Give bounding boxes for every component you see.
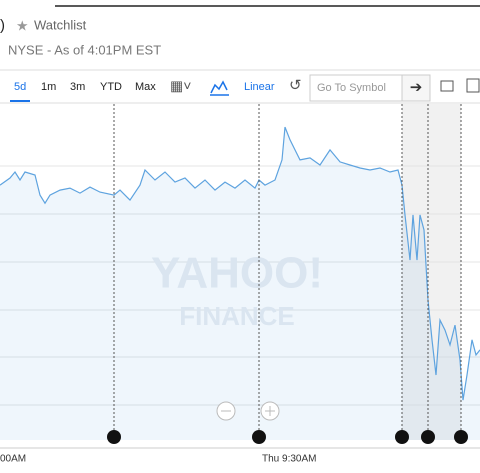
- range-button[interactable]: YTD: [100, 81, 122, 93]
- print-icon[interactable]: [440, 80, 454, 92]
- title-fragment: ): [0, 17, 5, 34]
- event-icon[interactable]: [395, 430, 409, 444]
- area: [0, 127, 480, 440]
- after-hours-shade: [402, 104, 461, 440]
- watermark: YAHOO!: [151, 249, 323, 298]
- watermark: FINANCE: [179, 301, 295, 331]
- price-line: [0, 126, 480, 401]
- x-label: 00AM: [0, 454, 26, 465]
- go-arrow: ➔: [410, 79, 423, 96]
- event-icon[interactable]: [454, 430, 468, 444]
- go-button[interactable]: [401, 74, 431, 102]
- zoom-in-glyph: [265, 406, 275, 416]
- x-label: Thu 9:30AM: [262, 454, 316, 465]
- event-icon[interactable]: [421, 430, 435, 444]
- watchlist[interactable]: Watchlist: [34, 17, 87, 32]
- symbol-placeholder: Go To Symbol: [317, 82, 386, 94]
- range-button[interactable]: 3m: [70, 81, 85, 93]
- grid: [0, 165, 480, 406]
- range-button[interactable]: 5d: [14, 81, 26, 93]
- undo-icon[interactable]: ↺: [289, 77, 302, 94]
- exchange: NYSE - As of 4:01PM EST: [8, 42, 161, 57]
- scale-button[interactable]: Linear: [244, 81, 275, 93]
- star-icon[interactable]: ★: [16, 18, 29, 34]
- chart-type-icon[interactable]: [210, 80, 229, 96]
- range-button[interactable]: 1m: [41, 81, 56, 93]
- range-button[interactable]: Max: [135, 81, 156, 93]
- event-icon[interactable]: [107, 430, 121, 444]
- event-icon[interactable]: [252, 430, 266, 444]
- expand-icon[interactable]: [466, 78, 480, 93]
- symbol-input[interactable]: [309, 74, 403, 102]
- calendar-icon[interactable]: ▦˅: [170, 78, 191, 94]
